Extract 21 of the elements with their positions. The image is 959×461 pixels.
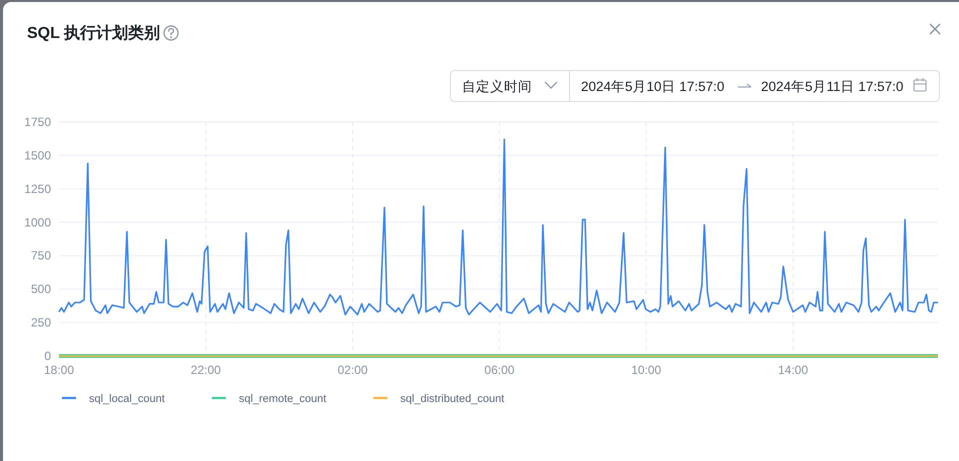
legend-label: sql_distributed_count [400,393,504,405]
y-tick-label: 500 [30,282,52,296]
text: 自定义时间 [462,79,532,94]
y-tick-label: 1000 [24,215,52,230]
y-tick-label: 750 [30,248,52,263]
x-tick-label: 14:00 [778,363,808,377]
y-tick-label: 1750 [24,115,52,129]
x-tick-label: 02:00 [338,363,368,377]
y-tick-label: 1250 [24,182,52,196]
text: 2024年5月10日 17:57:0 [581,79,724,94]
legend-label: sql_remote_count [238,393,326,405]
x-tick-label: 18:00 [44,363,74,377]
y-tick-label: 1500 [24,148,52,162]
chart-title: SQL 执行计划类别 [27,24,160,42]
x-tick-label: 10:00 [631,363,662,377]
text: 2024年5月11日 17:57:0 [761,79,904,94]
x-tick-label: 06:00 [484,363,515,377]
x-tick-label: 22:00 [190,363,222,377]
legend-label: sql_local_count [89,393,165,405]
y-tick-label: 250 [30,316,52,330]
y-tick-label: 0 [44,349,52,363]
